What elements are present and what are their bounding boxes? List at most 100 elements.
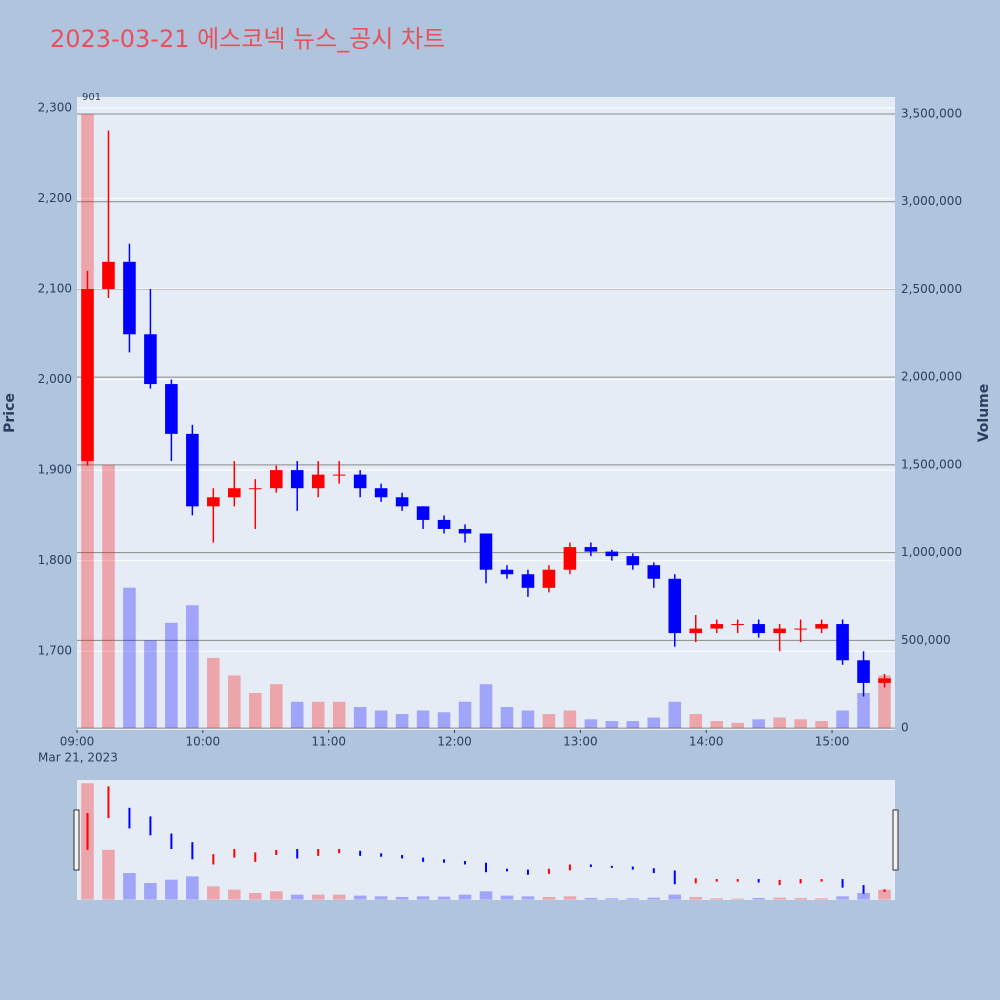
volume-bar — [437, 712, 451, 729]
volume-bar — [207, 657, 220, 729]
candle-body — [228, 488, 241, 498]
y-tick-label: 1,900 — [38, 463, 72, 477]
x-tick-label: 10:00 — [186, 735, 221, 749]
y-tick-label: 2,100 — [38, 281, 72, 295]
candle-body — [395, 497, 409, 507]
volume-bar — [605, 721, 619, 729]
volume-bar — [689, 714, 703, 729]
candle-body — [186, 433, 199, 507]
volume-bar-mini — [542, 896, 556, 900]
volume-bar — [458, 701, 472, 729]
volume-bar-mini — [521, 896, 535, 900]
volume-bar-mini — [710, 898, 724, 900]
volume-bar-mini — [815, 898, 828, 900]
volume-bar-mini — [290, 894, 304, 900]
y2-tick-label: 1,000,000 — [901, 545, 962, 559]
candle-body — [81, 288, 94, 462]
x-tick-label: 15:00 — [815, 735, 850, 749]
candle-body — [731, 624, 744, 626]
candle-body — [207, 497, 220, 507]
volume-bar — [311, 701, 325, 729]
y2-tick-label: 3,000,000 — [901, 194, 962, 208]
candle-body — [710, 624, 724, 629]
volume-bar-mini — [794, 897, 807, 900]
y2-tick-label: 1,500,000 — [901, 457, 962, 471]
y2-tick-label: 2,000,000 — [901, 370, 962, 384]
y-tick-label: 2,300 — [38, 100, 72, 114]
volume-bar-mini — [500, 895, 514, 900]
volume-bar — [479, 684, 493, 729]
volume-bar-mini — [689, 896, 703, 900]
y-tick-label: 1,800 — [38, 553, 72, 567]
volume-bar-mini — [458, 894, 472, 900]
candle-body — [332, 474, 346, 476]
volume-bar-mini — [479, 891, 493, 900]
candle-body — [542, 569, 556, 588]
volume-bar-mini — [123, 873, 136, 900]
candle-body — [374, 488, 388, 498]
volume-bar-mini — [437, 896, 451, 900]
volume-bar — [794, 719, 807, 729]
y2-axis-title: Volume — [976, 384, 992, 443]
y2-tick-label: 0 — [901, 721, 909, 735]
volume-bar — [815, 721, 828, 729]
candle-body — [815, 624, 828, 629]
candle-body — [878, 678, 891, 683]
volume-bar — [416, 710, 430, 729]
volume-bar — [773, 717, 786, 729]
volume-bar-mini — [731, 898, 744, 900]
candle-body — [773, 628, 786, 634]
annotation: 901 — [82, 92, 101, 103]
volume-bar — [269, 684, 283, 729]
candle-body — [563, 547, 577, 570]
volume-bar — [248, 692, 262, 729]
candle-body — [752, 624, 765, 634]
volume-bar — [290, 701, 304, 729]
candle-body — [165, 384, 178, 434]
volume-bar-mini — [668, 894, 682, 900]
volume-bar — [332, 701, 346, 729]
candle-body — [102, 261, 115, 289]
volume-bar — [102, 464, 115, 729]
y-tick-label: 2,000 — [38, 372, 72, 386]
volume-bar — [542, 714, 556, 729]
candle-body — [416, 506, 430, 520]
candle-body — [857, 660, 870, 683]
candle-body — [144, 334, 157, 385]
volume-bar-mini — [752, 897, 765, 900]
volume-bar-mini — [416, 896, 430, 900]
candle-body — [458, 528, 472, 534]
y2-tick-label: 2,500,000 — [901, 282, 962, 296]
volume-bar — [584, 719, 598, 729]
candle-body — [269, 470, 283, 489]
x-tick-label: 14:00 — [689, 735, 724, 749]
volume-bar — [878, 675, 891, 729]
volume-bar-mini — [773, 897, 786, 900]
volume-bar — [836, 710, 849, 729]
volume-bar-mini — [605, 898, 619, 900]
volume-bar — [752, 719, 765, 729]
x-date-label: Mar 21, 2023 — [38, 751, 118, 765]
candle-body — [437, 519, 451, 529]
range-handle[interactable] — [73, 809, 80, 871]
volume-bar — [228, 675, 241, 729]
volume-bar — [521, 710, 535, 729]
volume-bar-mini — [102, 849, 115, 900]
candle-body — [836, 624, 849, 661]
y-tick-label: 2,200 — [38, 191, 72, 205]
candle-body — [479, 533, 493, 570]
volume-bar-mini — [353, 895, 367, 900]
candle-body — [794, 628, 807, 630]
x-tick-label: 13:00 — [563, 735, 598, 749]
volume-bar-mini — [311, 894, 325, 900]
volume-bar — [710, 721, 724, 729]
range-handle[interactable] — [892, 809, 899, 871]
volume-bar-mini — [878, 889, 891, 900]
volume-bar-mini — [395, 896, 409, 900]
candle-body — [689, 628, 703, 634]
range-slider[interactable] — [77, 780, 895, 900]
candle-body — [647, 565, 661, 579]
volume-bar-mini — [857, 892, 870, 900]
volume-bar — [857, 692, 870, 729]
